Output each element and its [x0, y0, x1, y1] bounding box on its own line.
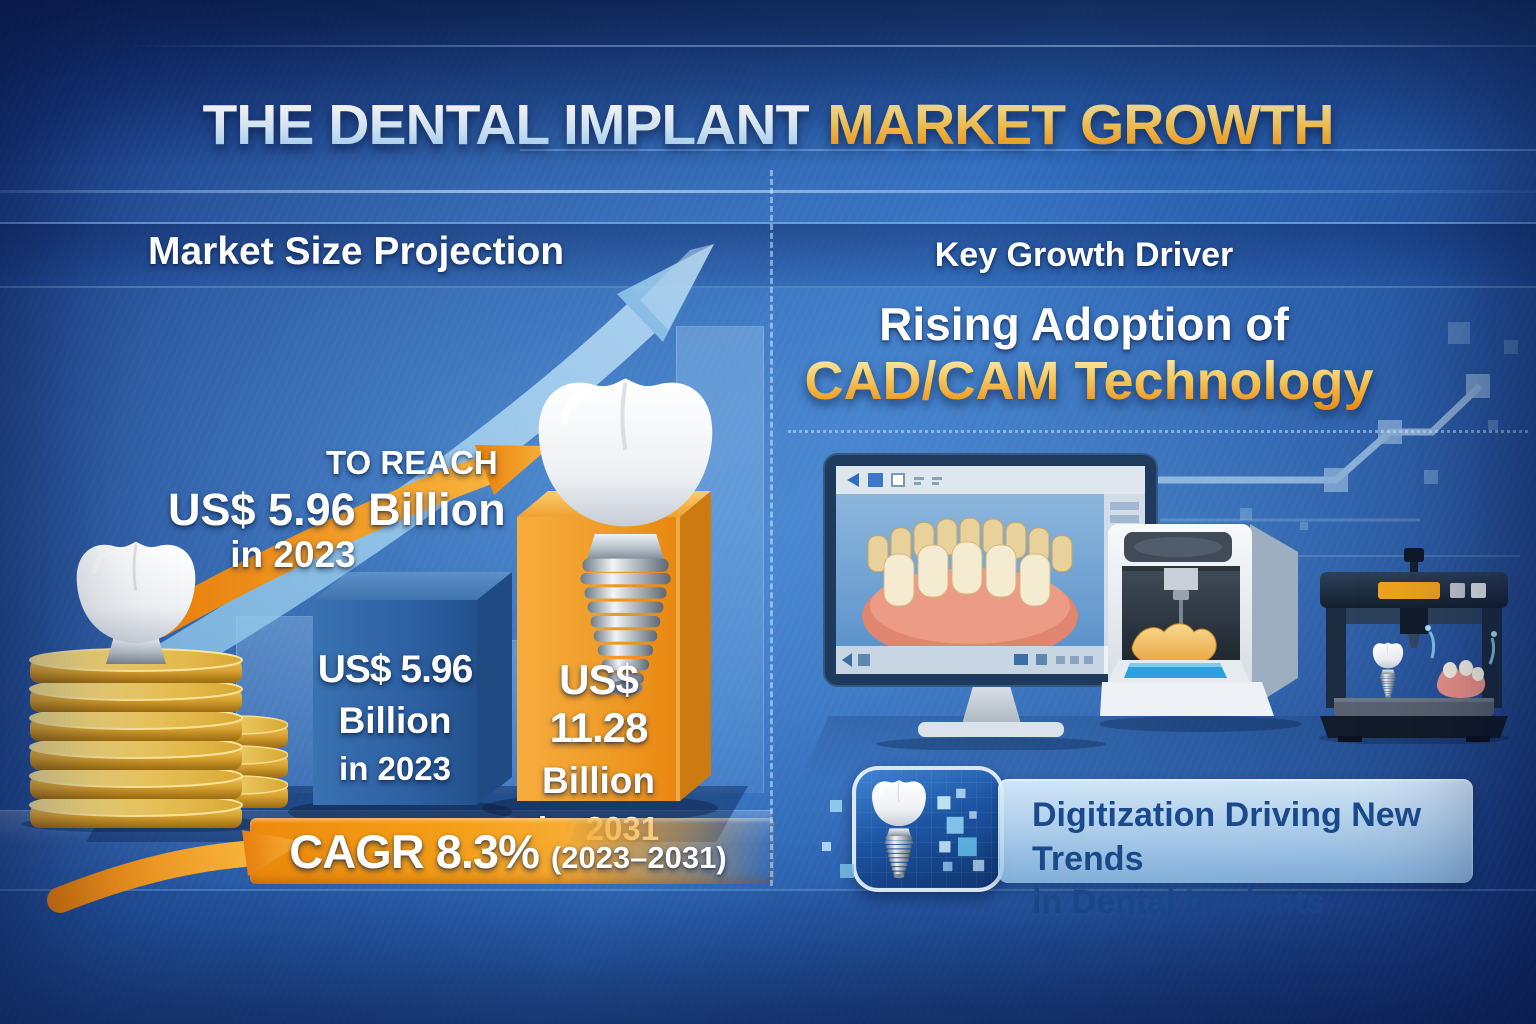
annotation-to-reach: TO REACH	[326, 444, 498, 481]
printer-display	[1378, 582, 1440, 599]
bar-2031-unit: Billion	[541, 760, 656, 801]
cadcam-milling-machine	[1100, 524, 1302, 732]
print-head	[1400, 608, 1428, 634]
dental-implant-illustration	[523, 364, 728, 702]
tool-icon	[868, 473, 883, 487]
bar-2023-unit: Billion	[338, 700, 452, 741]
page-icon	[891, 473, 905, 487]
bar-2031-amount: US$ 11.28	[549, 656, 649, 751]
title-part-2: MARKET GROWTH	[827, 93, 1334, 158]
printed-implant	[1373, 643, 1403, 698]
tooth-crown-on-coins	[77, 542, 196, 664]
decor-line-top	[120, 45, 1536, 47]
pixel-square	[840, 864, 854, 878]
monitor-stand	[962, 686, 1021, 724]
teeth-model-view	[836, 494, 1104, 646]
pixel-squares	[937, 788, 985, 872]
printer-button	[1471, 583, 1486, 598]
right-section-heading: Key Growth Driver	[934, 236, 1234, 274]
cagr-period: (2023–2031)	[550, 840, 727, 875]
milling-spindle	[1173, 590, 1189, 600]
gold-coins-with-tooth	[22, 532, 288, 832]
bar-2023-label: US$ 5.96 Billion in 2023	[313, 648, 477, 788]
banner-line-1: Digitization Driving New Trends	[1032, 796, 1422, 878]
cagr-text: CAGR 8.3% (2023–2031)	[258, 824, 758, 879]
bottom-shade	[0, 891, 1536, 1024]
decor-line-header-bottom	[0, 190, 1536, 193]
pixel-square	[822, 842, 831, 851]
section-divider	[770, 170, 773, 886]
digitization-banner	[998, 779, 1473, 883]
annotation-amount: US$ 5.96 Billion	[168, 484, 506, 535]
page-title: THE DENTAL IMPLANT MARKET GROWTH	[0, 92, 1536, 158]
pixel-square	[830, 800, 842, 812]
right-arrow-icon	[47, 830, 304, 913]
growth-arrow-icon	[145, 445, 551, 637]
back-icon	[847, 473, 859, 487]
banner-line-2: in Dental Implants	[1032, 883, 1325, 922]
bottom-divider-line	[0, 889, 1536, 891]
coin-stack-main	[29, 648, 243, 828]
cagr-banner	[250, 818, 774, 884]
printer-button	[1450, 583, 1465, 598]
driver-line-1: Rising Adoption of	[879, 298, 1289, 350]
cad-toolbar	[836, 466, 1145, 494]
title-part-1: THE DENTAL IMPLANT	[202, 93, 810, 158]
title-band	[0, 0, 1536, 168]
cagr-value: CAGR 8.3%	[289, 825, 540, 878]
digitization-banner-text: Digitization Driving New Trends in Denta…	[1032, 794, 1536, 925]
section-heading-band	[0, 222, 1536, 288]
dotted-separator	[788, 430, 1528, 433]
driver-line-2: CAD/CAM Technology	[764, 350, 1414, 412]
bar-2023	[313, 572, 512, 805]
cad-monitor-illustration	[823, 453, 1158, 750]
left-section-heading: Market Size Projection	[148, 230, 565, 273]
decor-line-under-title	[520, 149, 1536, 151]
tooth-implant-icon	[852, 766, 1004, 892]
bar-2023-period: in 2023	[339, 750, 451, 787]
annotation-year: in 2023	[230, 534, 356, 575]
bar-2023-amount: US$ 5.96	[317, 648, 474, 691]
dental-3d-printer	[1319, 548, 1509, 744]
